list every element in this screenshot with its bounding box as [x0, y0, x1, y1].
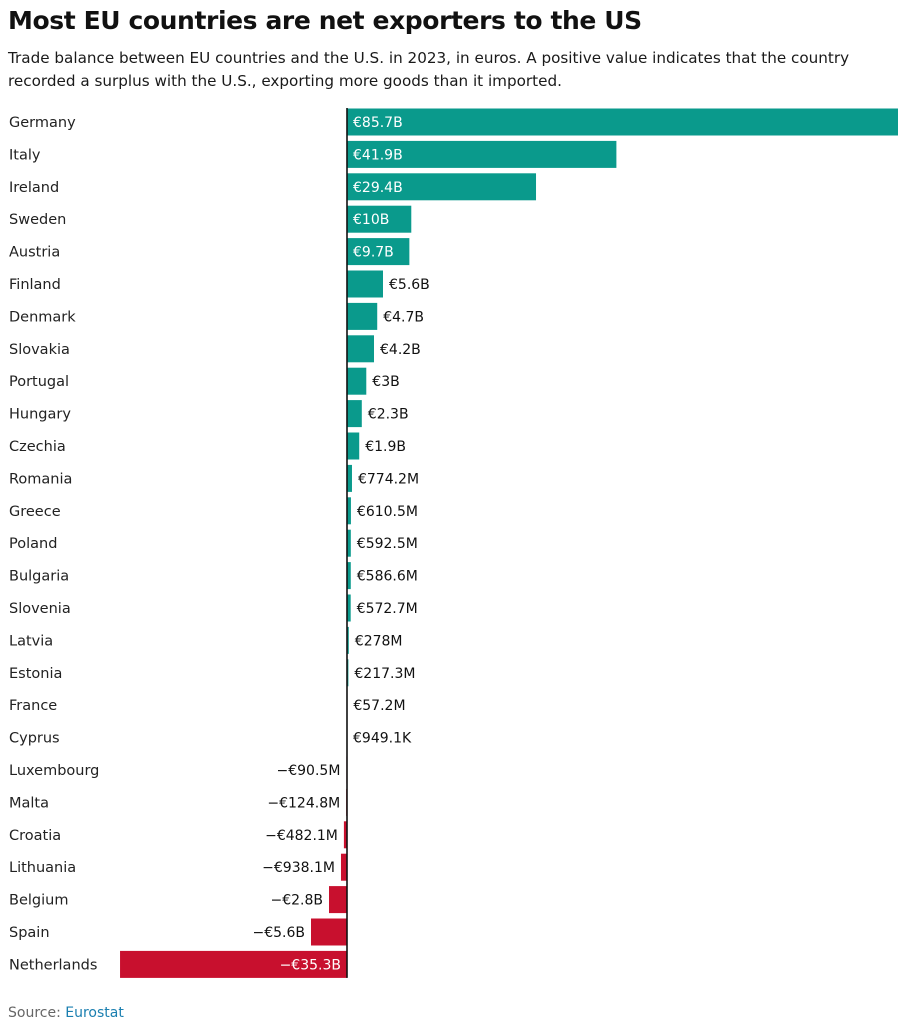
category-label-austria: Austria [9, 245, 60, 261]
value-label-belgium: −€2.8B [270, 893, 323, 909]
bar-croatia [343, 821, 347, 849]
value-label-hungary: €2.3B [368, 407, 409, 423]
value-label-italy: €41.9B [353, 147, 403, 163]
value-label-finland: €5.6B [389, 277, 430, 293]
bar-slovakia [347, 335, 374, 363]
value-label-netherlands: −€35.3B [280, 957, 341, 973]
bar-chart: Germany €85.7B Italy €41.9B Ireland €29.4B Swe… [9, 108, 898, 978]
chart-title: Most EU countries are net exporters to t… [8, 6, 642, 35]
category-label-denmark: Denmark [9, 309, 76, 325]
category-label-latvia: Latvia [9, 633, 53, 649]
source-link[interactable]: Eurostat [65, 1005, 124, 1021]
category-label-czechia: Czechia [9, 439, 66, 455]
chart-subtitle: Trade balance between EU countries and t… [8, 49, 850, 90]
category-label-france: France [9, 698, 57, 714]
value-label-austria: €9.7B [353, 245, 394, 261]
category-label-estonia: Estonia [9, 666, 62, 682]
category-label-croatia: Croatia [9, 828, 61, 844]
category-label-spain: Spain [9, 925, 50, 941]
value-label-cyprus: €949.1K [353, 731, 412, 747]
value-label-greece: €610.5M [357, 504, 418, 520]
bar-slovenia [347, 594, 351, 622]
bar-belgium [329, 886, 347, 914]
bar-finland [347, 270, 383, 298]
value-label-france: €57.2M [353, 698, 405, 714]
value-label-luxembourg: −€90.5M [277, 763, 341, 779]
bar-netherlands [120, 950, 347, 978]
category-label-cyprus: Cyprus [9, 731, 60, 747]
value-label-lithuania: −€938.1M [262, 860, 335, 876]
bar-poland [347, 529, 351, 557]
category-label-bulgaria: Bulgaria [9, 569, 69, 585]
value-label-ireland: €29.4B [353, 180, 403, 196]
category-label-luxembourg: Luxembourg [9, 763, 99, 779]
value-label-czechia: €1.9B [365, 439, 406, 455]
bar-romania [347, 464, 352, 492]
value-label-estonia: €217.3M [354, 666, 415, 682]
category-label-belgium: Belgium [9, 893, 68, 909]
category-label-ireland: Ireland [9, 180, 59, 196]
bar-portugal [347, 367, 367, 395]
value-label-romania: €774.2M [358, 471, 419, 487]
source-note: Source: Eurostat [8, 1005, 124, 1021]
bar-hungary [347, 400, 362, 428]
category-label-italy: Italy [9, 147, 41, 163]
bar-spain [311, 918, 347, 946]
bar-denmark [347, 302, 378, 330]
value-label-latvia: €278M [355, 633, 403, 649]
category-label-malta: Malta [9, 795, 49, 811]
category-label-slovakia: Slovakia [9, 342, 70, 358]
bar-ireland [347, 173, 537, 201]
category-label-portugal: Portugal [9, 374, 69, 390]
value-label-germany: €85.7B [353, 115, 403, 131]
value-label-malta: −€124.8M [267, 795, 340, 811]
value-label-bulgaria: €586.6M [357, 569, 418, 585]
value-label-spain: −€5.6B [252, 925, 305, 941]
bar-latvia [347, 626, 349, 654]
value-label-poland: €592.5M [357, 536, 418, 552]
category-label-finland: Finland [9, 277, 61, 293]
category-label-netherlands: Netherlands [9, 957, 97, 973]
category-label-hungary: Hungary [9, 407, 71, 423]
category-label-romania: Romania [9, 471, 72, 487]
category-label-germany: Germany [9, 115, 76, 131]
category-label-greece: Greece [9, 504, 61, 520]
bar-czechia [347, 432, 360, 460]
value-label-croatia: −€482.1M [265, 828, 338, 844]
category-label-sweden: Sweden [9, 212, 66, 228]
bar-sweden [347, 205, 412, 233]
source-prefix: Source: [8, 1005, 66, 1021]
bar-germany [347, 108, 898, 136]
category-label-slovenia: Slovenia [9, 601, 71, 617]
category-label-lithuania: Lithuania [9, 860, 76, 876]
value-label-portugal: €3B [372, 374, 399, 390]
value-label-slovakia: €4.2B [380, 342, 421, 358]
category-label-poland: Poland [9, 536, 57, 552]
value-label-slovenia: €572.7M [357, 601, 418, 617]
bar-lithuania [340, 853, 347, 881]
bar-greece [347, 497, 351, 525]
bar-bulgaria [347, 562, 351, 590]
bar-austria [347, 238, 410, 266]
value-label-denmark: €4.7B [383, 309, 424, 325]
bar-italy [347, 140, 617, 168]
value-label-sweden: €10B [353, 212, 389, 228]
